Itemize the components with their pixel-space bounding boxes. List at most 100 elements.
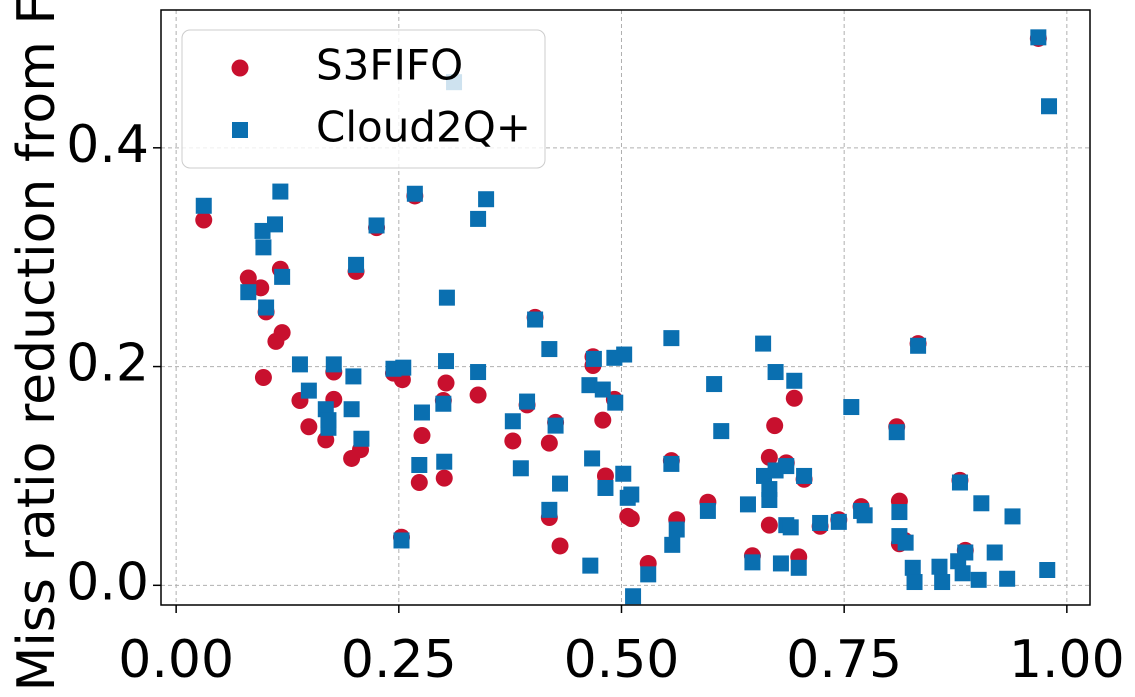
point [706,376,723,393]
point [258,299,275,316]
y-tick-label: 0.4 [66,115,149,175]
point [796,467,813,484]
point [640,566,657,583]
point [195,197,212,214]
point [552,475,569,492]
point [581,377,598,394]
legend: S3FIFO Cloud2Q+ [181,29,546,169]
point [1039,562,1056,578]
point [760,448,778,466]
point [778,458,795,475]
point [436,453,453,470]
x-tick-label: 0.75 [786,630,902,690]
point [254,369,272,386]
point [585,350,602,367]
point [999,570,1016,587]
point [891,504,908,521]
point [904,559,921,576]
point [435,469,453,487]
point [934,574,951,591]
point [760,516,778,534]
point [240,284,257,301]
point [368,217,385,234]
point [353,430,370,447]
point [664,536,681,553]
point [395,359,412,376]
point [348,256,365,273]
point [267,216,284,233]
point [469,386,487,404]
point [957,544,974,561]
point [812,514,829,531]
point [406,185,423,202]
point [766,417,784,435]
x-tick-label: 0.00 [118,630,234,690]
point [954,565,971,582]
point [345,368,362,385]
point [343,401,360,418]
point [739,496,756,513]
legend-label: Cloud2Q+ [316,103,531,152]
x-tick-label: 1.00 [1009,630,1125,690]
point [527,311,544,328]
y-tick-label: 0.2 [66,334,149,394]
point [411,457,428,473]
legend-marker [231,59,249,77]
x-tick-label: 0.25 [341,630,457,690]
point [267,332,285,350]
point [767,364,784,381]
x-tick-label: 0.50 [564,630,680,690]
point [663,455,680,472]
point [410,474,428,491]
point [772,555,789,572]
point [897,534,914,551]
point [790,559,807,576]
point [713,423,730,440]
point [594,381,611,398]
legend-marker [232,122,248,138]
point [594,411,612,429]
point [973,495,990,512]
point [663,330,680,347]
point [547,417,564,434]
point [504,432,522,450]
point [699,502,716,519]
point [254,222,271,239]
point [478,191,495,208]
point [413,404,430,421]
point [291,356,308,373]
point [541,341,558,358]
point [300,382,317,399]
point [970,571,987,588]
point [625,588,642,605]
point [519,393,536,410]
point [830,513,847,530]
point [551,537,569,555]
point [435,395,452,412]
point [986,544,1003,561]
point [931,558,948,575]
point [623,486,640,503]
point [320,419,337,436]
point [843,399,860,416]
point [582,557,599,574]
plot-frame [160,9,1091,606]
point [597,479,614,496]
point [438,289,455,306]
point [607,394,624,411]
point [910,337,927,354]
point [744,554,761,571]
point [615,465,632,482]
point [325,356,342,373]
point [239,269,257,287]
point [856,507,873,524]
point [512,460,529,477]
y-axis-label: Miss ratio reduction from FIFO [7,0,67,692]
point [504,413,521,430]
point [413,426,431,444]
y-tick-label: 0.0 [66,552,149,612]
point [470,364,487,381]
point [1030,29,1047,46]
point [438,353,455,370]
